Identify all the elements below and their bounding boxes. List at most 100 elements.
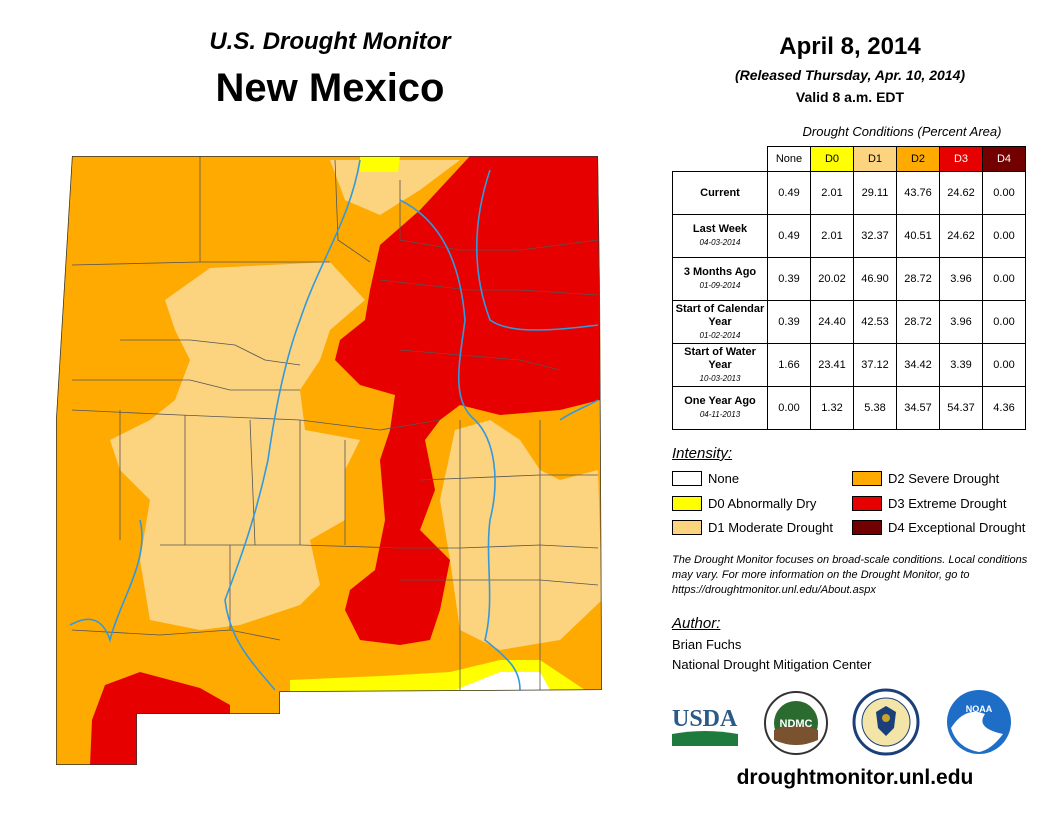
row-date: 04-11-2013 — [699, 410, 741, 419]
table-cell: 20.02 — [810, 257, 854, 301]
row-label-text: Last Week — [692, 223, 748, 235]
table-cell: 46.90 — [853, 257, 897, 301]
table-cell: 42.53 — [853, 300, 897, 344]
table-cell: 4.36 — [982, 386, 1026, 430]
author-title: Author: — [672, 615, 721, 632]
none-area — [455, 672, 550, 690]
author-name: Brian Fuchs — [672, 637, 742, 652]
table-cell: 0.49 — [767, 214, 811, 258]
table-cell: 2.01 — [810, 171, 854, 215]
legend-swatch — [672, 496, 702, 511]
row-date: 04-03-2014 — [699, 238, 741, 247]
row-label-text: 3 Months Ago — [683, 266, 757, 278]
legend-item: None — [672, 471, 739, 486]
table-cell: 23.41 — [810, 343, 854, 387]
legend-item: D2 Severe Drought — [852, 471, 999, 486]
table-row: Start of Water Year 10-03-2013 1.66 23.41 37… — [672, 343, 1026, 387]
table-cell: 43.76 — [896, 171, 940, 215]
table-row: Start of Calendar Year 01-02-2014 0.39 24.4… — [672, 300, 1026, 344]
table-cell: 32.37 — [853, 214, 897, 258]
table-cell: 0.39 — [767, 257, 811, 301]
valid-time: Valid 8 a.m. EDT — [795, 89, 905, 105]
table-cell: 1.32 — [810, 386, 854, 430]
footer-url[interactable]: droughtmonitor.unl.edu — [736, 766, 974, 789]
drought-monitor-note: The Drought Monitor focuses on broad-sca… — [672, 554, 1028, 596]
commerce-seal-logo — [852, 688, 920, 756]
drought-conditions-table: None D0 D1 D2 D3 D4 Current 0.49 2.01 29.11… — [672, 146, 1026, 430]
row-date: 10-03-2013 — [699, 373, 741, 383]
legend-item: D3 Extreme Drought — [852, 496, 1007, 511]
row-label: Start of Calendar Year 01-02-2014 — [672, 300, 768, 344]
table-cell: 34.57 — [896, 386, 940, 430]
d1-area — [110, 262, 365, 630]
table-cell: 0.39 — [767, 300, 811, 344]
author-org: National Drought Mitigation Center — [672, 657, 872, 672]
legend-label: D3 Extreme Drought — [888, 496, 1007, 511]
table-cell: 0.00 — [982, 257, 1026, 301]
svg-text:NDMC: NDMC — [780, 718, 813, 730]
table-cell: 5.38 — [853, 386, 897, 430]
table-cell: 0.00 — [767, 386, 811, 430]
table-cell: 3.96 — [939, 257, 983, 301]
map-subtitle: U.S. Drought Monitor — [209, 28, 451, 55]
legend-label: D1 Moderate Drought — [708, 520, 834, 535]
d3-area-northeast — [335, 156, 600, 645]
table-row: Current 0.49 2.01 29.11 43.76 24.62 0.00 — [672, 171, 1026, 215]
map-title: New Mexico — [215, 66, 445, 110]
table-cell: 0.00 — [982, 343, 1026, 387]
legend-label: D4 Exceptional Drought — [888, 520, 1026, 535]
table-cell: 2.01 — [810, 214, 854, 258]
legend-item: D1 Moderate Drought — [672, 520, 833, 535]
row-label: One Year Ago 04-11-2013 — [672, 386, 768, 430]
legend-title: Intensity: — [672, 445, 733, 462]
legend-item: D4 Exceptional Drought — [852, 520, 1025, 535]
table-header-row: None D0 D1 D2 D3 D4 — [673, 146, 1026, 172]
col-header-d2: D2 — [896, 146, 940, 172]
ndmc-logo: NDMC — [764, 691, 828, 755]
table-row: 3 Months Ago 01-09-2014 0.39 20.02 46.90 28.7… — [672, 257, 1026, 301]
row-label: Start of Water Year 10-03-2013 — [672, 343, 768, 387]
d3-area-southwest — [90, 672, 230, 765]
release-date: (Released Thursday, Apr. 10, 2014) — [734, 67, 966, 83]
table-row: Last Week 04-03-2014 0.49 2.01 32.37 40.51 24.… — [672, 214, 1026, 258]
table-cell: 37.12 — [853, 343, 897, 387]
state-border — [56, 156, 602, 765]
table-cell: 24.62 — [939, 214, 983, 258]
legend-label: None — [708, 471, 740, 486]
new-mexico-drought-map — [56, 156, 602, 765]
rivers — [69, 159, 599, 691]
legend-label: D2 Severe Drought — [888, 471, 1000, 486]
row-label-text: Current — [700, 186, 740, 199]
legend-swatch — [852, 496, 882, 511]
table-cell: 28.72 — [896, 300, 940, 344]
table-cell: 34.42 — [896, 343, 940, 387]
svg-text:USDA: USDA — [672, 706, 738, 732]
table-corner — [673, 147, 768, 172]
county-lines — [71, 156, 599, 690]
table-cell: 24.40 — [810, 300, 854, 344]
d1-area-north — [330, 160, 460, 215]
row-label: Current — [672, 171, 768, 215]
table-row: One Year Ago 04-11-2013 0.00 1.32 5.38 34.57 5… — [672, 386, 1026, 430]
table-cell: 0.49 — [767, 171, 811, 215]
legend-swatch — [672, 520, 702, 535]
svg-text:NOAA: NOAA — [966, 704, 993, 714]
legend-label: D0 Abnormally Dry — [708, 496, 817, 511]
table-cell: 3.96 — [939, 300, 983, 344]
col-header-d1: D1 — [853, 146, 897, 172]
row-date: 01-09-2014 — [699, 281, 741, 290]
table-cell: 0.00 — [982, 300, 1026, 344]
row-label-text: One Year Ago — [684, 395, 756, 407]
map-date: April 8, 2014 — [779, 33, 921, 60]
legend-swatch — [852, 471, 882, 486]
table-cell: 0.00 — [982, 214, 1026, 258]
table-cell: 3.39 — [939, 343, 983, 387]
table-cell: 24.62 — [939, 171, 983, 215]
col-header-d3: D3 — [939, 146, 983, 172]
table-cell: 54.37 — [939, 386, 983, 430]
col-header-none: None — [767, 146, 811, 172]
table-cell: 40.51 — [896, 214, 940, 258]
row-label-text: Start of Water Year — [684, 345, 756, 371]
col-header-d0: D0 — [810, 146, 854, 172]
row-date: 01-02-2014 — [699, 330, 741, 340]
